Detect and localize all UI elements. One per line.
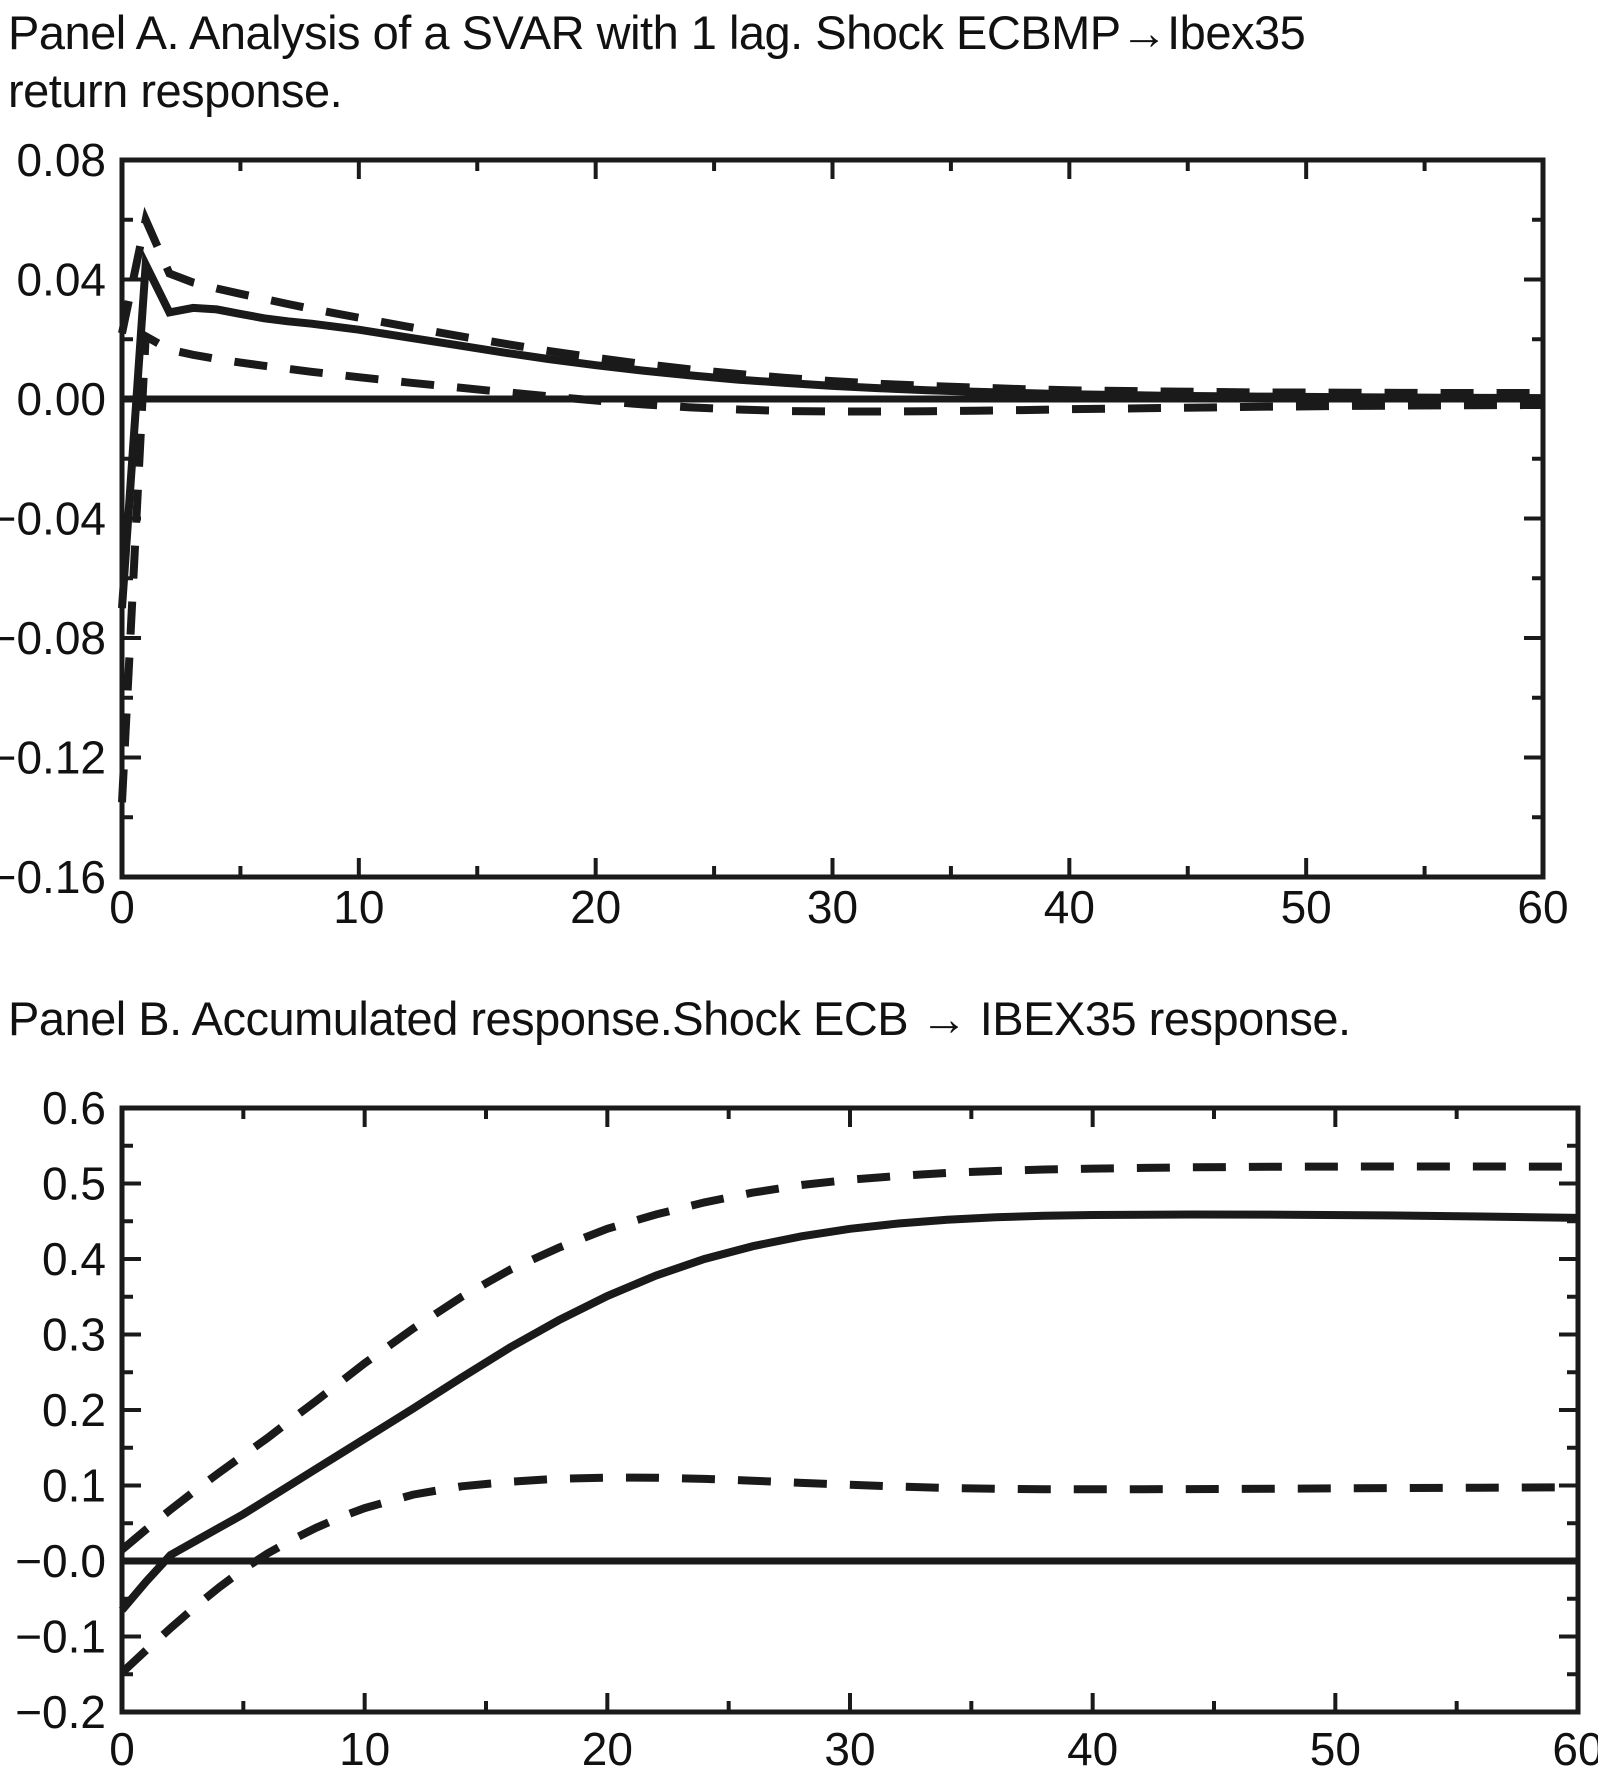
panel_b-lower-confidence-band-line <box>119 1473 1579 1676</box>
panel_a-y-tick-label: −0.04 <box>0 493 106 545</box>
panel-b-title: Panel B. Accumulated response.Shock ECB … <box>8 992 1351 1045</box>
panel_a-x-tick-label: 60 <box>1517 881 1568 933</box>
panel_b-y-tick-label: −0.1 <box>15 1611 106 1663</box>
panel_b-x-tick-label: 30 <box>824 1723 875 1775</box>
panel_b-x-tick-label: 40 <box>1067 1723 1118 1775</box>
panel-a-title-line1: Panel A. Analysis of a SVAR with 1 lag. … <box>8 6 1306 59</box>
panel_a-lower-confidence-band-line <box>118 329 1544 803</box>
panel_a-upper-confidence-band-line <box>118 206 1543 397</box>
panel_a-x-tick-label: 10 <box>333 881 384 933</box>
panel_b-y-tick-label: 0.5 <box>42 1158 106 1210</box>
panel-b-chart: 0 10 20 30 40 50 60 0.6 0.5 0.4 0.3 0.2 0.1 −0.0 −0.1 −… <box>15 1082 1598 1775</box>
panel_b-upper-confidence-band-line <box>119 1162 1579 1553</box>
panel_b-x-tick-label: 0 <box>109 1723 135 1775</box>
panel_b-axes-frame <box>119 1105 1581 1715</box>
panel_b-tick-labels: 0 10 20 30 40 50 60 0.6 0.5 0.4 0.3 0.2 0.1 −0.0 −0.1 −… <box>15 1082 1598 1775</box>
panel_b-y-tick-label: −0.0 <box>15 1535 106 1587</box>
panel_a-x-tick-label: 0 <box>109 881 135 933</box>
panel-a-chart: 0 10 20 30 40 50 60 0.08 0.04 0.00 −0.04 −0.08 −0.12… <box>0 134 1569 933</box>
panel_b-x-tick-label: 50 <box>1310 1723 1361 1775</box>
panel_a-y-tick-label: 0.08 <box>16 134 106 186</box>
panel_a-x-tick-label: 30 <box>807 881 858 933</box>
panel_b-y-tick-label: 0.1 <box>42 1460 106 1512</box>
panel_a-axes-frame <box>119 157 1546 880</box>
panel_b-plot-area: 0 10 20 30 40 50 60 0.6 0.5 0.4 0.3 0.2 0.1 −0.0 −0.1 −… <box>15 1082 1598 1775</box>
panel_a-x-tick-label: 50 <box>1281 881 1332 933</box>
panel_a-y-tick-label: −0.08 <box>0 612 106 664</box>
panel_a-x-tick-label: 20 <box>570 881 621 933</box>
panel_a-y-tick-label: 0.04 <box>16 254 106 306</box>
panel_b-y-tick-label: 0.4 <box>42 1233 106 1285</box>
panel_a-tick-marks <box>120 158 1545 879</box>
panel-a-title: Panel A. Analysis of a SVAR with 1 lag. … <box>8 4 1408 121</box>
panel_b-tick-marks <box>120 1106 1580 1714</box>
panel_b-x-tick-label: 10 <box>339 1723 390 1775</box>
panel_a-y-tick-label: 0.00 <box>16 373 106 425</box>
panel_b-x-tick-label: 60 <box>1552 1723 1598 1775</box>
panel_a-plot-area: 0 10 20 30 40 50 60 0.08 0.04 0.00 −0.04 −0.08 −0.12… <box>0 134 1569 933</box>
panel_a-y-tick-label: −0.12 <box>0 732 106 784</box>
panel_a-y-tick-label: −0.16 <box>0 851 106 903</box>
panel-a-title-line2: return response. <box>8 64 343 118</box>
panel_a-point-estimate-response-line <box>118 249 1544 609</box>
panel_b-y-tick-label: 0.6 <box>42 1082 106 1134</box>
panel_a-x-tick-label: 40 <box>1044 881 1095 933</box>
panel_b-y-tick-label: 0.3 <box>42 1309 106 1361</box>
panel_a-tick-labels: 0 10 20 30 40 50 60 0.08 0.04 0.00 −0.04 −0.08 −0.12… <box>0 134 1569 933</box>
panel_b-y-tick-label: −0.2 <box>15 1686 106 1738</box>
panel_b-x-tick-label: 20 <box>582 1723 633 1775</box>
panel_b-accumulated-point-estimate-line <box>118 1210 1579 1613</box>
panel_b-y-tick-label: 0.2 <box>42 1384 106 1436</box>
